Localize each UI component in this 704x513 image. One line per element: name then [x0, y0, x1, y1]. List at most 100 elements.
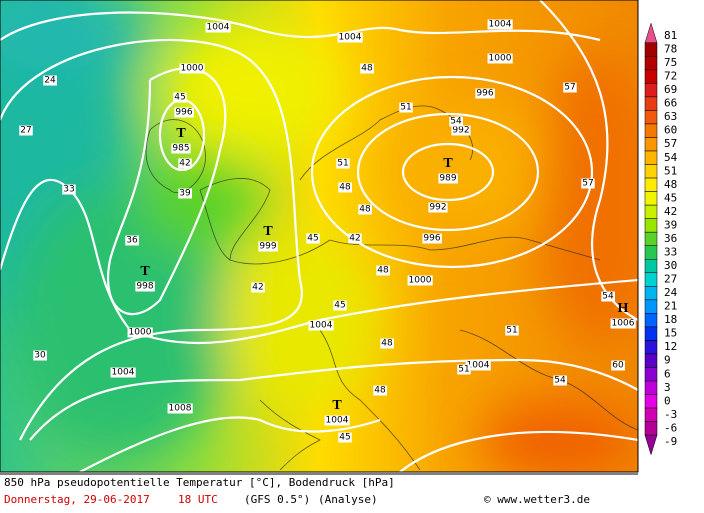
temperature-label: 48: [381, 339, 393, 349]
pressure-value-box: [171, 143, 191, 154]
colorbar-tick-label: 81: [664, 29, 677, 42]
isobars: [0, 0, 638, 472]
isobar-label-box: [127, 327, 153, 338]
temperature-label-box: [338, 432, 352, 443]
colorbar-swatch: [644, 164, 658, 179]
pressure-value-box: [324, 415, 350, 426]
temperature-label: 45: [307, 234, 318, 244]
temperature-label: 57: [582, 179, 593, 189]
colorbar-tick-label: 3: [664, 381, 671, 394]
colorbar-tick-label: 48: [664, 178, 677, 191]
temperature-label-box: [173, 92, 187, 103]
isobar-label-box: [428, 202, 448, 213]
temperature-label: 57: [564, 83, 575, 93]
isobar-label-box: [451, 125, 471, 136]
pressure-symbol: T: [332, 398, 342, 413]
pressure-symbol: T: [263, 224, 273, 239]
colorbar-swatch: [644, 407, 658, 422]
colorbar-swatch: [644, 380, 658, 395]
map-frame: [0, 0, 639, 473]
colorbar-tick-label: 39: [664, 218, 677, 231]
temperature-label: 33: [63, 185, 74, 195]
isobar-label: 1004: [339, 33, 362, 43]
isobar-label: 996: [423, 234, 440, 244]
pressure-value-box: [438, 173, 458, 184]
colorbar-tick-label: 78: [664, 43, 677, 56]
temperature-label: 24: [44, 76, 56, 86]
colorbar-tick-label: 15: [664, 327, 677, 340]
footer-time: 18 UTC: [178, 493, 218, 506]
temperature-label: 36: [126, 236, 138, 246]
temperature-label: 30: [34, 351, 46, 361]
temperature-label-box: [457, 364, 471, 375]
colorbar-tick-label: 21: [664, 300, 677, 313]
isobar-label-box: [487, 19, 513, 30]
colorbar-tick-label: 69: [664, 83, 677, 96]
temperature-label: 51: [506, 326, 517, 336]
colorbar-swatch: [644, 394, 658, 409]
colorbar-tick-label: 60: [664, 124, 677, 137]
pressure-symbol: T: [176, 126, 186, 141]
temperature-label-box: [358, 204, 372, 215]
colorbar-tick-label: 9: [664, 354, 671, 367]
colorbar-tick-label: 75: [664, 56, 677, 69]
colorbar-swatch: [644, 110, 658, 125]
pressure-value: 999: [259, 242, 276, 252]
colorbar-tick-label: 33: [664, 245, 677, 258]
colorbar-tick-label: 30: [664, 259, 677, 272]
temperature-label: 42: [252, 283, 263, 293]
temperature-label-box: [505, 325, 519, 336]
temperature-label-box: [348, 233, 362, 244]
map-labels: T 985 T 989 T 999 T 998 T 1004 H 1006 1004 1000 996 100…: [19, 19, 636, 443]
temperature-label: 60: [612, 361, 624, 371]
isobar-label: 1004: [310, 321, 333, 331]
temperature-label-box: [360, 63, 374, 74]
pressure-value-box: [258, 241, 278, 252]
isobar-label-box: [422, 233, 442, 244]
temperature-label: 48: [374, 386, 386, 396]
colorbar-arrow: [644, 434, 658, 456]
colorbar-swatch: [644, 137, 658, 152]
isobar-label: 1004: [112, 368, 135, 378]
temperature-label: 51: [458, 365, 469, 375]
colorbar: 8178757269666360575451484542393633302724…: [644, 22, 678, 456]
temperature-label: 27: [20, 126, 31, 136]
colorbar-swatch: [644, 56, 658, 71]
temperature-label: 42: [179, 159, 190, 169]
isobar-label-box: [205, 22, 231, 33]
colorbar-tick-label: -3: [664, 408, 677, 421]
temperature-label-box: [601, 291, 615, 302]
isobar-label: 992: [452, 126, 469, 136]
temperature-label-box: [336, 158, 350, 169]
colorbar-tick-label: 12: [664, 340, 677, 353]
isobar-label-box: [110, 367, 136, 378]
temperature-label-box: [553, 375, 567, 386]
pressure-symbol: T: [140, 264, 150, 279]
colorbar-swatch: [644, 69, 658, 84]
pressure-value-box: [135, 281, 155, 292]
temperature-label: 42: [349, 234, 360, 244]
isobar-label: 1000: [489, 54, 512, 64]
footer-run: (Analyse): [318, 493, 378, 506]
colorbar-tick-label: 24: [664, 286, 678, 299]
footer-title: 850 hPa pseudopotentielle Temperatur [°C…: [4, 476, 395, 489]
temperature-label-box: [251, 282, 265, 293]
colorbar-swatch: [644, 421, 658, 436]
isobar-label-box: [487, 53, 513, 64]
isobar-label: 1000: [181, 64, 204, 74]
temperature-label-box: [380, 338, 394, 349]
colorbar-swatch: [644, 340, 658, 355]
isobar-label: 996: [175, 108, 192, 118]
temperature-label: 45: [334, 301, 345, 311]
temperature-label-box: [43, 75, 57, 86]
isobar-label-box: [407, 275, 433, 286]
temperature-label-box: [563, 82, 577, 93]
pressure-value: 1006: [612, 319, 635, 329]
isobar-label: 1008: [169, 404, 192, 414]
temperature-label: 54: [602, 292, 614, 302]
colorbar-swatch: [644, 42, 658, 57]
temperature-label: 54: [450, 117, 462, 127]
colorbar-tick-label: 63: [664, 110, 677, 123]
colorbar-swatch: [644, 313, 658, 328]
